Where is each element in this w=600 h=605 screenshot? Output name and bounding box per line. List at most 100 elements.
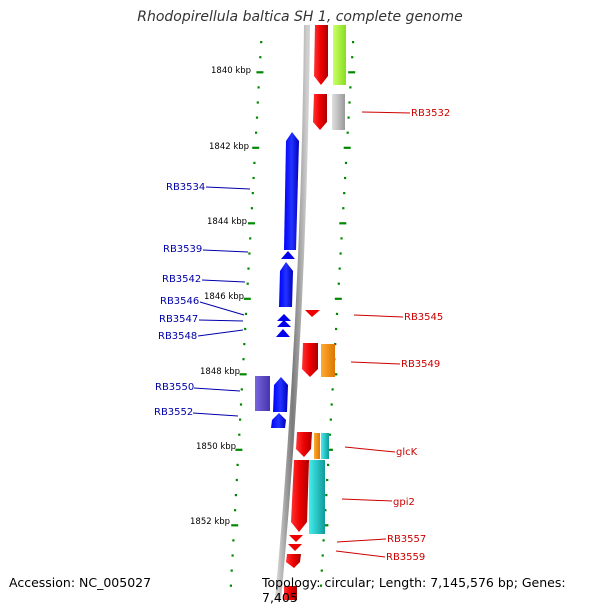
ruler-dot — [240, 388, 243, 391]
ruler-dot — [344, 176, 347, 180]
ruler-dot — [250, 207, 253, 210]
ruler-dot — [234, 509, 237, 512]
ruler-major-tick — [243, 297, 251, 300]
ruler-dot — [342, 207, 345, 210]
gene-RB3539[interactable] — [281, 251, 295, 259]
gene-RB3557[interactable] — [289, 535, 303, 542]
ruler-dot — [255, 131, 258, 134]
ruler-dot — [344, 161, 348, 164]
gene-RB3546[interactable] — [277, 314, 291, 321]
feature-cyan[interactable] — [309, 460, 325, 534]
gene-RB3559[interactable] — [286, 554, 301, 568]
ruler-dot — [325, 494, 328, 497]
gene-RB3552[interactable] — [271, 413, 286, 428]
ruler-dot — [249, 237, 252, 240]
ruler-dot — [340, 237, 343, 240]
ruler-dot — [319, 584, 323, 587]
ruler-dot — [330, 403, 333, 406]
ruler-dot — [236, 463, 239, 466]
ruler-dot — [327, 463, 330, 466]
ruler-dot — [337, 282, 340, 285]
scale-label-1844: 1844 kbp — [207, 217, 247, 227]
ruler-major-tick — [248, 222, 255, 225]
genome-title: Rhodopirellula baltica SH 1, complete ge… — [137, 9, 463, 25]
gene-RB3532[interactable] — [313, 94, 327, 130]
label-RB3559[interactable]: RB3559 — [386, 552, 425, 563]
left-callout-lines — [192, 186, 251, 417]
ruler-dot — [244, 312, 248, 315]
label-RB3550[interactable]: RB3550 — [155, 382, 194, 393]
accession-text: Accession: NC_005027 — [9, 575, 152, 590]
gene-RB3545[interactable] — [305, 310, 320, 317]
feature-cyan-small[interactable] — [321, 433, 329, 459]
gene-RB3549[interactable] — [302, 343, 318, 377]
gene-gpi2[interactable] — [291, 460, 309, 532]
ruler-major-tick — [235, 448, 243, 451]
genome-backbone — [275, 24, 310, 600]
right-gene-labels: RB3532 RB3545 RB3549 glcK gpi2 RB3557 RB… — [386, 108, 450, 563]
label-RB3545[interactable]: RB3545 — [404, 312, 443, 323]
ruler-dot — [246, 282, 249, 285]
gene-red-top[interactable] — [314, 25, 328, 85]
label-RB3542[interactable]: RB3542 — [162, 274, 201, 285]
gene-RB3557b[interactable] — [288, 544, 302, 551]
label-RB3539[interactable]: RB3539 — [163, 244, 202, 255]
ruler-dot — [239, 418, 242, 421]
ruler-dot — [329, 418, 332, 421]
feature-lime[interactable] — [333, 25, 346, 85]
genome-summary-text: Topology: circular; Length: 7,145,576 bp… — [262, 575, 566, 605]
gene-RB3550-arrow[interactable] — [273, 377, 288, 412]
ruler-dot — [239, 403, 243, 406]
label-RB3552[interactable]: RB3552 — [154, 407, 193, 418]
gene-RB3548[interactable] — [276, 329, 290, 337]
ruler-dot — [351, 56, 354, 59]
ruler-dot — [234, 494, 237, 497]
gene-red-bottom[interactable] — [284, 586, 297, 600]
ruler-dot — [347, 116, 350, 119]
ruler-dot — [338, 267, 341, 270]
ruler-major-tick — [256, 71, 264, 74]
ruler-dot — [231, 554, 234, 557]
label-glcK[interactable]: glcK — [396, 447, 418, 458]
ruler-dot — [346, 131, 349, 134]
ruler-dot — [335, 327, 338, 331]
ruler-dot — [321, 554, 324, 557]
feature-orange[interactable] — [321, 344, 335, 377]
label-RB3534[interactable]: RB3534 — [166, 182, 205, 193]
label-RB3547[interactable]: RB3547 — [159, 314, 198, 325]
ruler-dot — [326, 478, 329, 482]
ruler-dot — [235, 478, 238, 482]
ruler-dot — [232, 539, 235, 542]
left-gene-labels: RB3534 RB3539 RB3542 RB3546 RB3547 RB354… — [154, 182, 205, 418]
ruler-dot — [251, 192, 254, 195]
reverse-strand-features — [284, 25, 346, 600]
ruler-major-tick — [343, 146, 351, 149]
ruler-dot — [253, 161, 256, 164]
gene-RB3534[interactable] — [284, 132, 299, 250]
ruler-dot — [339, 252, 342, 255]
gene-glcK[interactable] — [296, 432, 312, 457]
ruler-dot — [349, 86, 352, 89]
ruler-dot — [259, 56, 262, 59]
ruler-major-tick — [334, 297, 342, 300]
gene-RB3542[interactable] — [279, 262, 293, 307]
scale-label-1840: 1840 kbp — [211, 66, 251, 76]
feature-orange-small[interactable] — [314, 433, 320, 459]
label-RB3546[interactable]: RB3546 — [160, 296, 199, 307]
ruler-dot — [324, 509, 327, 512]
ruler-major-tick — [252, 146, 260, 149]
left-scale-ruler — [229, 41, 264, 587]
ruler-dot — [256, 101, 259, 104]
gene-RB3550[interactable] — [255, 376, 270, 411]
ruler-major-tick — [239, 373, 247, 376]
gene-RB3547[interactable] — [277, 320, 291, 327]
label-RB3557[interactable]: RB3557 — [387, 534, 426, 545]
label-RB3548[interactable]: RB3548 — [158, 331, 197, 342]
label-RB3549[interactable]: RB3549 — [401, 359, 440, 370]
label-gpi2[interactable]: gpi2 — [393, 497, 415, 508]
feature-gray[interactable] — [332, 94, 345, 130]
label-RB3532[interactable]: RB3532 — [411, 108, 450, 119]
ruler-dot — [242, 358, 245, 361]
scale-label-1842: 1842 kbp — [209, 142, 249, 152]
scale-label-1846: 1846 kbp — [204, 292, 244, 302]
